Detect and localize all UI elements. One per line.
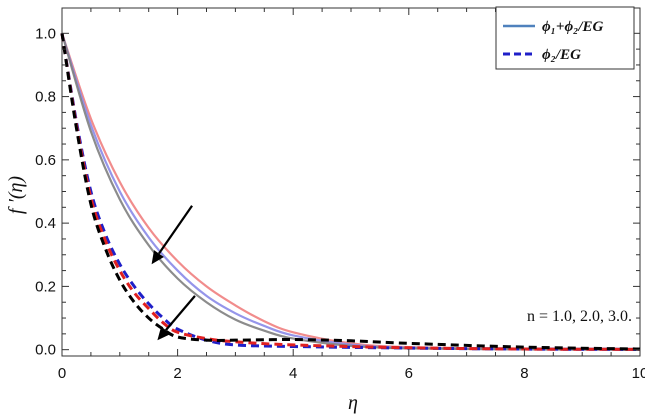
annotation-text: n = 1.0, 2.0, 3.0. (527, 308, 632, 325)
x-tick-label: 8 (520, 365, 528, 382)
y-axis-title: f ′(η) (5, 176, 27, 215)
x-tick-label: 4 (289, 365, 297, 382)
axes: 0 2 4 6 8 10 0.0 0.2 0.4 0.6 0.8 1.0 (35, 8, 645, 382)
trend-arrow-head (157, 326, 171, 341)
legend-box (495, 6, 635, 70)
trend-arrow-shaft (164, 295, 196, 331)
legend-label-mono: ϕ₂/EG (542, 47, 581, 63)
x-tick-label: 6 (405, 365, 413, 382)
x-axis-title: η (348, 392, 358, 414)
curves (60, 32, 641, 351)
y-tick-label: 0.4 (35, 215, 56, 232)
y-tick-label: 1.0 (35, 25, 56, 42)
x-tick-label: 0 (58, 365, 66, 382)
x-tick-label: 10 (632, 365, 645, 382)
x-tick-label: 2 (173, 365, 181, 382)
y-tick-label: 0.0 (35, 342, 56, 359)
series-line-mono-3 (60, 33, 641, 351)
y-tick-label: 0.2 (35, 278, 56, 295)
trend-arrow-head (151, 250, 164, 265)
series-line-mono-4 (60, 33, 641, 351)
legend: ϕ₁+ϕ₂/EG ϕ₂/EG (495, 6, 635, 70)
trend-arrow-shaft (158, 205, 193, 255)
y-tick-label: 0.6 (35, 152, 56, 169)
arrows (151, 205, 196, 341)
series-line-mono-5 (60, 33, 641, 351)
y-tick-label: 0.8 (35, 89, 56, 106)
legend-label-hybrid: ϕ₁+ϕ₂/EG (542, 19, 604, 35)
